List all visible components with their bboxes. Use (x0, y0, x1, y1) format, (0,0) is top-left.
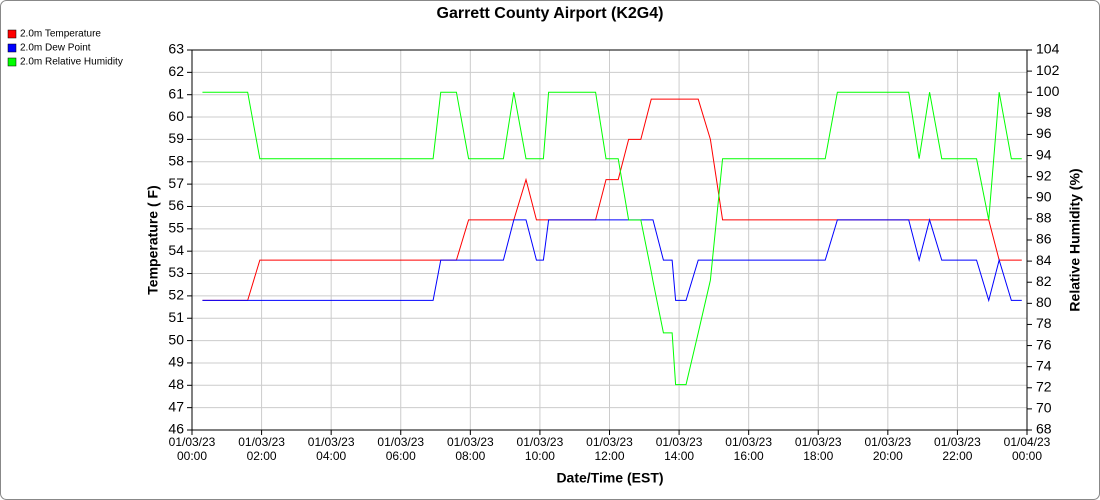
y2-tick-label: 100 (1036, 83, 1060, 99)
x-tick-label: 01/03/23 22:00 (934, 435, 981, 463)
x-tick-label-line: 01/03/23 (725, 435, 772, 449)
x-tick-label-line: 01/03/23 (656, 435, 703, 449)
series-line (202, 91, 1022, 386)
y2-tick-label: 98 (1036, 104, 1052, 120)
y-tick-label: 46 (168, 421, 184, 437)
y2-tick-label: 86 (1036, 231, 1052, 247)
y2-tick-label: 76 (1036, 336, 1052, 352)
x-tick-label: 01/03/23 06:00 (377, 435, 424, 463)
y2-tick-label: 88 (1036, 210, 1052, 226)
y2-tick-label: 78 (1036, 315, 1052, 331)
x-tick-label: 01/03/23 04:00 (308, 435, 355, 463)
x-tick-label-line: 02:00 (247, 449, 277, 463)
x-tick-label-line: 12:00 (594, 449, 624, 463)
y2-tick-label: 74 (1036, 357, 1052, 373)
series-line (202, 98, 1022, 301)
x-tick-label-line: 01/03/23 (517, 435, 564, 449)
y-tick-label: 59 (168, 130, 184, 146)
legend-swatch (7, 57, 17, 67)
x-tick-label: 01/03/23 16:00 (725, 435, 772, 463)
x-tick-label: 01/03/23 18:00 (795, 435, 842, 463)
x-tick-label-line: 01/03/23 (377, 435, 424, 449)
y-tick-label: 51 (168, 309, 184, 325)
y2-tick-label: 96 (1036, 125, 1052, 141)
y2-tick-label: 82 (1036, 273, 1052, 289)
x-tick-label-line: 06:00 (386, 449, 416, 463)
x-tick-label-line: 22:00 (942, 449, 972, 463)
x-tick-label: 01/03/23 14:00 (656, 435, 703, 463)
x-axis-label: Date/Time (EST) (556, 470, 663, 486)
y-tick-label: 52 (168, 287, 184, 303)
x-tick-label-line: 08:00 (455, 449, 485, 463)
y-tick-label: 61 (168, 85, 184, 101)
x-tick-label: 01/04/23 00:00 (1004, 435, 1051, 463)
legend-swatch (7, 29, 17, 39)
x-tick-label: 01/03/23 02:00 (238, 435, 285, 463)
x-tick-label-line: 00:00 (177, 449, 207, 463)
y-axis-label: Temperature ( F) (145, 185, 161, 294)
x-tick-label-line: 14:00 (664, 449, 694, 463)
x-tick-label-line: 01/03/23 (238, 435, 285, 449)
y-tick-label: 50 (168, 331, 184, 347)
y2-tick-label: 72 (1036, 378, 1052, 394)
x-tick-label: 01/03/23 08:00 (447, 435, 494, 463)
x-tick-label-line: 01/03/23 (864, 435, 911, 449)
y-tick-label: 53 (168, 264, 184, 280)
legend-label: 2.0m Dew Point (20, 43, 91, 54)
y2-tick-label: 102 (1036, 62, 1060, 78)
y-tick-label: 63 (168, 41, 184, 57)
x-tick-label-line: 04:00 (316, 449, 346, 463)
y2-tick-label: 70 (1036, 400, 1052, 416)
x-tick-label-line: 01/03/23 (308, 435, 355, 449)
x-tick-label-line: 01/03/23 (934, 435, 981, 449)
x-tick-label-line: 18:00 (803, 449, 833, 463)
series-line (202, 218, 1022, 303)
x-tick-label: 01/03/23 20:00 (864, 435, 911, 463)
x-tick-label: 01/03/23 00:00 (169, 435, 216, 463)
y2-axis-label: Relative Humidity (%) (1067, 168, 1083, 311)
x-tick-label-line: 16:00 (734, 449, 764, 463)
x-tick-label-line: 20:00 (873, 449, 903, 463)
x-tick-label-line: 01/04/23 (1004, 435, 1051, 449)
legend-label: 2.0m Temperature (20, 29, 101, 40)
y-tick-label: 56 (168, 197, 184, 213)
y2-tick-label: 104 (1036, 41, 1060, 57)
y-tick-label: 54 (168, 242, 184, 258)
x-tick-label-line: 01/03/23 (169, 435, 216, 449)
x-tick-label-line: 01/03/23 (795, 435, 842, 449)
y-tick-label: 58 (168, 152, 184, 168)
y2-tick-label: 80 (1036, 294, 1052, 310)
y2-tick-label: 90 (1036, 188, 1052, 204)
y2-tick-label: 68 (1036, 421, 1052, 437)
y-tick-label: 49 (168, 354, 184, 370)
chart-title: Garrett County Airport (K2G4) (437, 5, 664, 22)
y-tick-label: 47 (168, 398, 184, 414)
x-tick-label-line: 01/03/23 (447, 435, 494, 449)
plot-frame (191, 49, 1028, 431)
x-tick-label: 01/03/23 12:00 (586, 435, 633, 463)
y2-tick-label: 92 (1036, 167, 1052, 183)
legend-swatch (7, 43, 17, 53)
y-tick-label: 57 (168, 175, 184, 191)
y2-tick-label: 94 (1036, 146, 1052, 162)
x-tick-label: 01/03/23 10:00 (517, 435, 564, 463)
y2-tick-label: 84 (1036, 252, 1052, 268)
y-tick-label: 55 (168, 220, 184, 236)
legend-label: 2.0m Relative Humidity (20, 57, 123, 68)
y-tick-label: 48 (168, 376, 184, 392)
x-tick-label-line: 01/03/23 (586, 435, 633, 449)
x-tick-label-line: 00:00 (1012, 449, 1042, 463)
x-tick-label-line: 10:00 (525, 449, 555, 463)
y-tick-label: 60 (168, 108, 184, 124)
y-tick-label: 62 (168, 63, 184, 79)
